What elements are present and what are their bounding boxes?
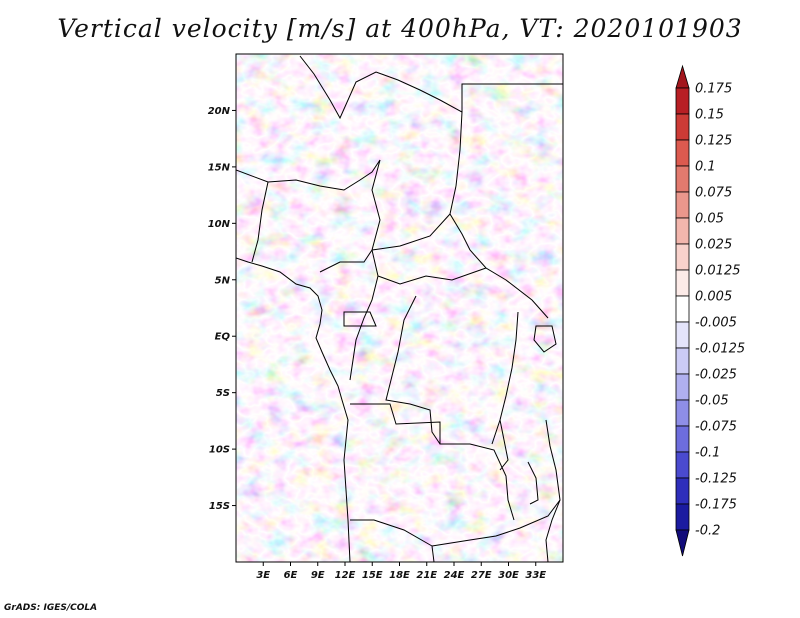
lon-tick-label: 21E [416,570,437,581]
colorbar-label: -0.175 [695,498,737,513]
lat-tick-label: 10N [208,219,231,230]
lon-tick-label: 12E [335,570,356,581]
colorbar-label: -0.125 [695,472,737,487]
country-border [236,159,381,191]
country-border [449,185,549,319]
colorbar-label: 0.15 [695,108,724,123]
footer-credit: GrADS: IGES/COLA [4,603,98,613]
lon-tick-label: 33E [525,570,546,581]
colorbar-swatch [675,113,690,141]
colorbar-swatch [675,243,690,271]
colorbar-swatch [675,217,690,245]
colorbar-label: 0.025 [695,238,732,253]
country-border [491,311,519,445]
colorbar-swatch [675,321,690,349]
colorbar-swatch [675,64,690,89]
vertical-velocity-field [236,54,563,562]
lat-tick-label: EQ [215,332,231,343]
colorbar-swatch [675,503,690,531]
colorbar-label: -0.005 [695,316,737,331]
country-border [545,419,561,562]
colorbar-swatch [675,399,690,427]
country-border [349,275,379,381]
colorbar-label: 0.0125 [695,264,741,279]
lat-tick-label: 15S [209,501,230,512]
colorbar-label: 0.1 [695,160,716,175]
colorbar-swatch [675,165,690,193]
lon-tick-label: 3E [256,570,270,581]
country-border [371,213,451,251]
lon-tick-label: 15E [362,570,383,581]
colorbar-swatch [675,477,690,505]
map-panel: 20N 15N 10N 5N EQ 5S 10S 15S 3E 6E 9E 12E 15E 18E 21E… [208,53,564,581]
lat-tick-label: 20N [208,106,231,117]
lake-shore [499,419,509,471]
colorbar-swatch [675,451,690,479]
colorbar-label: 0.175 [695,82,732,97]
colorbar-swatch [675,139,690,167]
colorbar-label: 0.005 [695,290,732,305]
colorbar-label: 0.125 [695,134,732,149]
country-border [343,311,377,327]
lat-tick-label: 15N [208,162,231,173]
lon-tick-label: 30E [498,570,519,581]
colorbar-label: -0.1 [695,446,720,461]
lat-tick-label: 10S [209,445,230,456]
country-border [461,83,563,112]
boundaries [236,55,563,562]
colorbar-swatch [675,529,690,557]
country-border [350,403,515,521]
lon-tick-label: 18E [389,570,410,581]
colorbar-swatch [675,87,690,115]
lake-shore [527,461,539,505]
lon-axis: 3E 6E 9E 12E 15E 18E 21E 24E 27E 30E 33E [256,562,546,581]
lon-tick-label: 9E [311,570,325,581]
lat-tick-label: 5N [215,275,231,286]
colorbar-label: -0.05 [695,394,729,409]
lat-tick-label: 5S [216,388,230,399]
coastline [236,257,351,562]
colorbar: 0.175 0.15 0.125 0.1 0.075 0.05 0.025 0.0125 0.0… [675,64,745,557]
country-border [299,55,463,187]
colorbar-label: -0.025 [695,368,737,383]
colorbar-label: -0.0125 [695,342,745,357]
country-border [371,249,487,285]
lat-axis: 20N 15N 10N 5N EQ 5S 10S 15S [208,106,236,512]
lon-tick-label: 6E [284,570,298,581]
lake-shore [533,325,557,353]
lon-tick-label: 27E [471,570,492,581]
colorbar-swatch [675,425,690,453]
colorbar-swatch [675,191,690,219]
colorbar-swatch [675,269,690,297]
colorbar-label: -0.2 [695,524,720,539]
lon-tick-label: 24E [444,570,465,581]
country-border [385,295,441,445]
country-border [251,181,269,263]
country-border [431,499,561,547]
colorbar-swatch [675,295,690,323]
colorbar-swatch [675,347,690,375]
country-border [350,519,435,562]
colorbar-label: -0.075 [695,420,737,435]
colorbar-label: 0.075 [695,186,732,201]
chart-title: Vertical velocity [m/s] at 400hPa, VT: 2… [57,14,743,43]
colorbar-swatch [675,373,690,401]
colorbar-label: 0.05 [695,212,724,227]
